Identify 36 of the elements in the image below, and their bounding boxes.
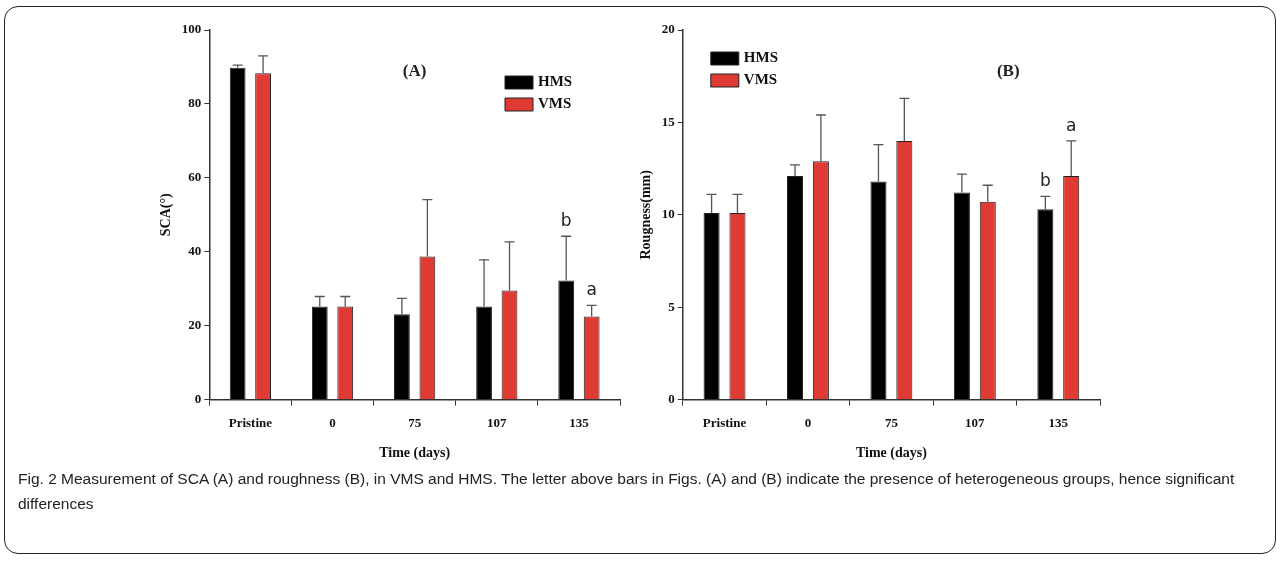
x-tick-label: 0: [804, 414, 812, 430]
y-tick-label: 20: [188, 317, 202, 333]
x-axis-title: Time (days): [379, 445, 451, 462]
y-tick-label: 10: [661, 206, 675, 222]
y-tick-label: 0: [194, 390, 202, 406]
y-tick-label: 100: [181, 21, 202, 37]
x-tick-label: Pristine: [228, 414, 273, 430]
y-tick-label: 15: [661, 113, 676, 129]
y-tick-label: 60: [188, 169, 202, 185]
x-tick-label: 0: [329, 414, 336, 430]
text: (B): [996, 61, 1020, 81]
x-tick-label: Pristine: [702, 414, 747, 430]
legend-label: HMS: [743, 48, 778, 65]
annotation: a: [586, 279, 597, 300]
legend-label: HMS: [538, 72, 573, 89]
annotation: a: [1066, 114, 1077, 135]
y-tick-label: 40: [188, 243, 202, 259]
y-tick-label: 80: [188, 95, 202, 111]
legend-label: VMS: [743, 70, 778, 87]
annotation: b: [560, 210, 572, 231]
x-tick-label: 135: [569, 414, 590, 430]
x-tick-label: 75: [408, 414, 422, 430]
y-tick-label: 20: [661, 21, 675, 37]
x-tick-label: 107: [487, 414, 508, 430]
annotation: b: [1039, 170, 1051, 191]
legend-label: VMS: [538, 94, 572, 111]
text: (A): [402, 61, 427, 81]
y-tick-label: 5: [668, 298, 676, 314]
y-tick-label: 0: [668, 390, 675, 406]
y-axis-title: Rougness(mm): [638, 169, 655, 260]
x-tick-label: 75: [884, 414, 899, 430]
x-tick-label: 135: [1048, 414, 1069, 430]
x-axis-title: Time (days): [855, 445, 928, 462]
y-axis-title: SCA(°): [158, 193, 175, 237]
x-tick-label: 107: [965, 414, 986, 430]
caption: Fig. 2 Measurement of SCA (A) and roughness (B), in VMS and HMS. The letter above bars in Figs. (A) and (B) indicate the presence of heterogeneous groups, hence significant differences: [18, 469, 1236, 514]
